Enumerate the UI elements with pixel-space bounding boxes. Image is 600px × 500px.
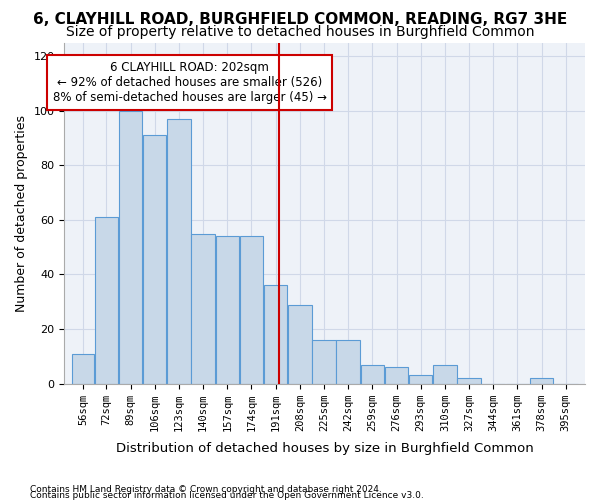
- Bar: [530, 378, 553, 384]
- Text: 6, CLAYHILL ROAD, BURGHFIELD COMMON, READING, RG7 3HE: 6, CLAYHILL ROAD, BURGHFIELD COMMON, REA…: [33, 12, 567, 28]
- Bar: [95, 217, 118, 384]
- Bar: [264, 286, 287, 384]
- Bar: [385, 368, 408, 384]
- Bar: [361, 364, 384, 384]
- X-axis label: Distribution of detached houses by size in Burghfield Common: Distribution of detached houses by size …: [116, 442, 533, 455]
- Bar: [167, 119, 191, 384]
- Text: 6 CLAYHILL ROAD: 202sqm
← 92% of detached houses are smaller (526)
8% of semi-de: 6 CLAYHILL ROAD: 202sqm ← 92% of detache…: [53, 62, 326, 104]
- Bar: [191, 234, 215, 384]
- Bar: [433, 364, 457, 384]
- Text: Contains public sector information licensed under the Open Government Licence v3: Contains public sector information licen…: [30, 490, 424, 500]
- Bar: [457, 378, 481, 384]
- Bar: [72, 354, 94, 384]
- Bar: [409, 376, 433, 384]
- Y-axis label: Number of detached properties: Number of detached properties: [15, 114, 28, 312]
- Bar: [288, 304, 311, 384]
- Bar: [143, 136, 166, 384]
- Bar: [215, 236, 239, 384]
- Bar: [119, 110, 142, 384]
- Bar: [312, 340, 336, 384]
- Text: Size of property relative to detached houses in Burghfield Common: Size of property relative to detached ho…: [66, 25, 534, 39]
- Bar: [337, 340, 360, 384]
- Bar: [240, 236, 263, 384]
- Text: Contains HM Land Registry data © Crown copyright and database right 2024.: Contains HM Land Registry data © Crown c…: [30, 484, 382, 494]
